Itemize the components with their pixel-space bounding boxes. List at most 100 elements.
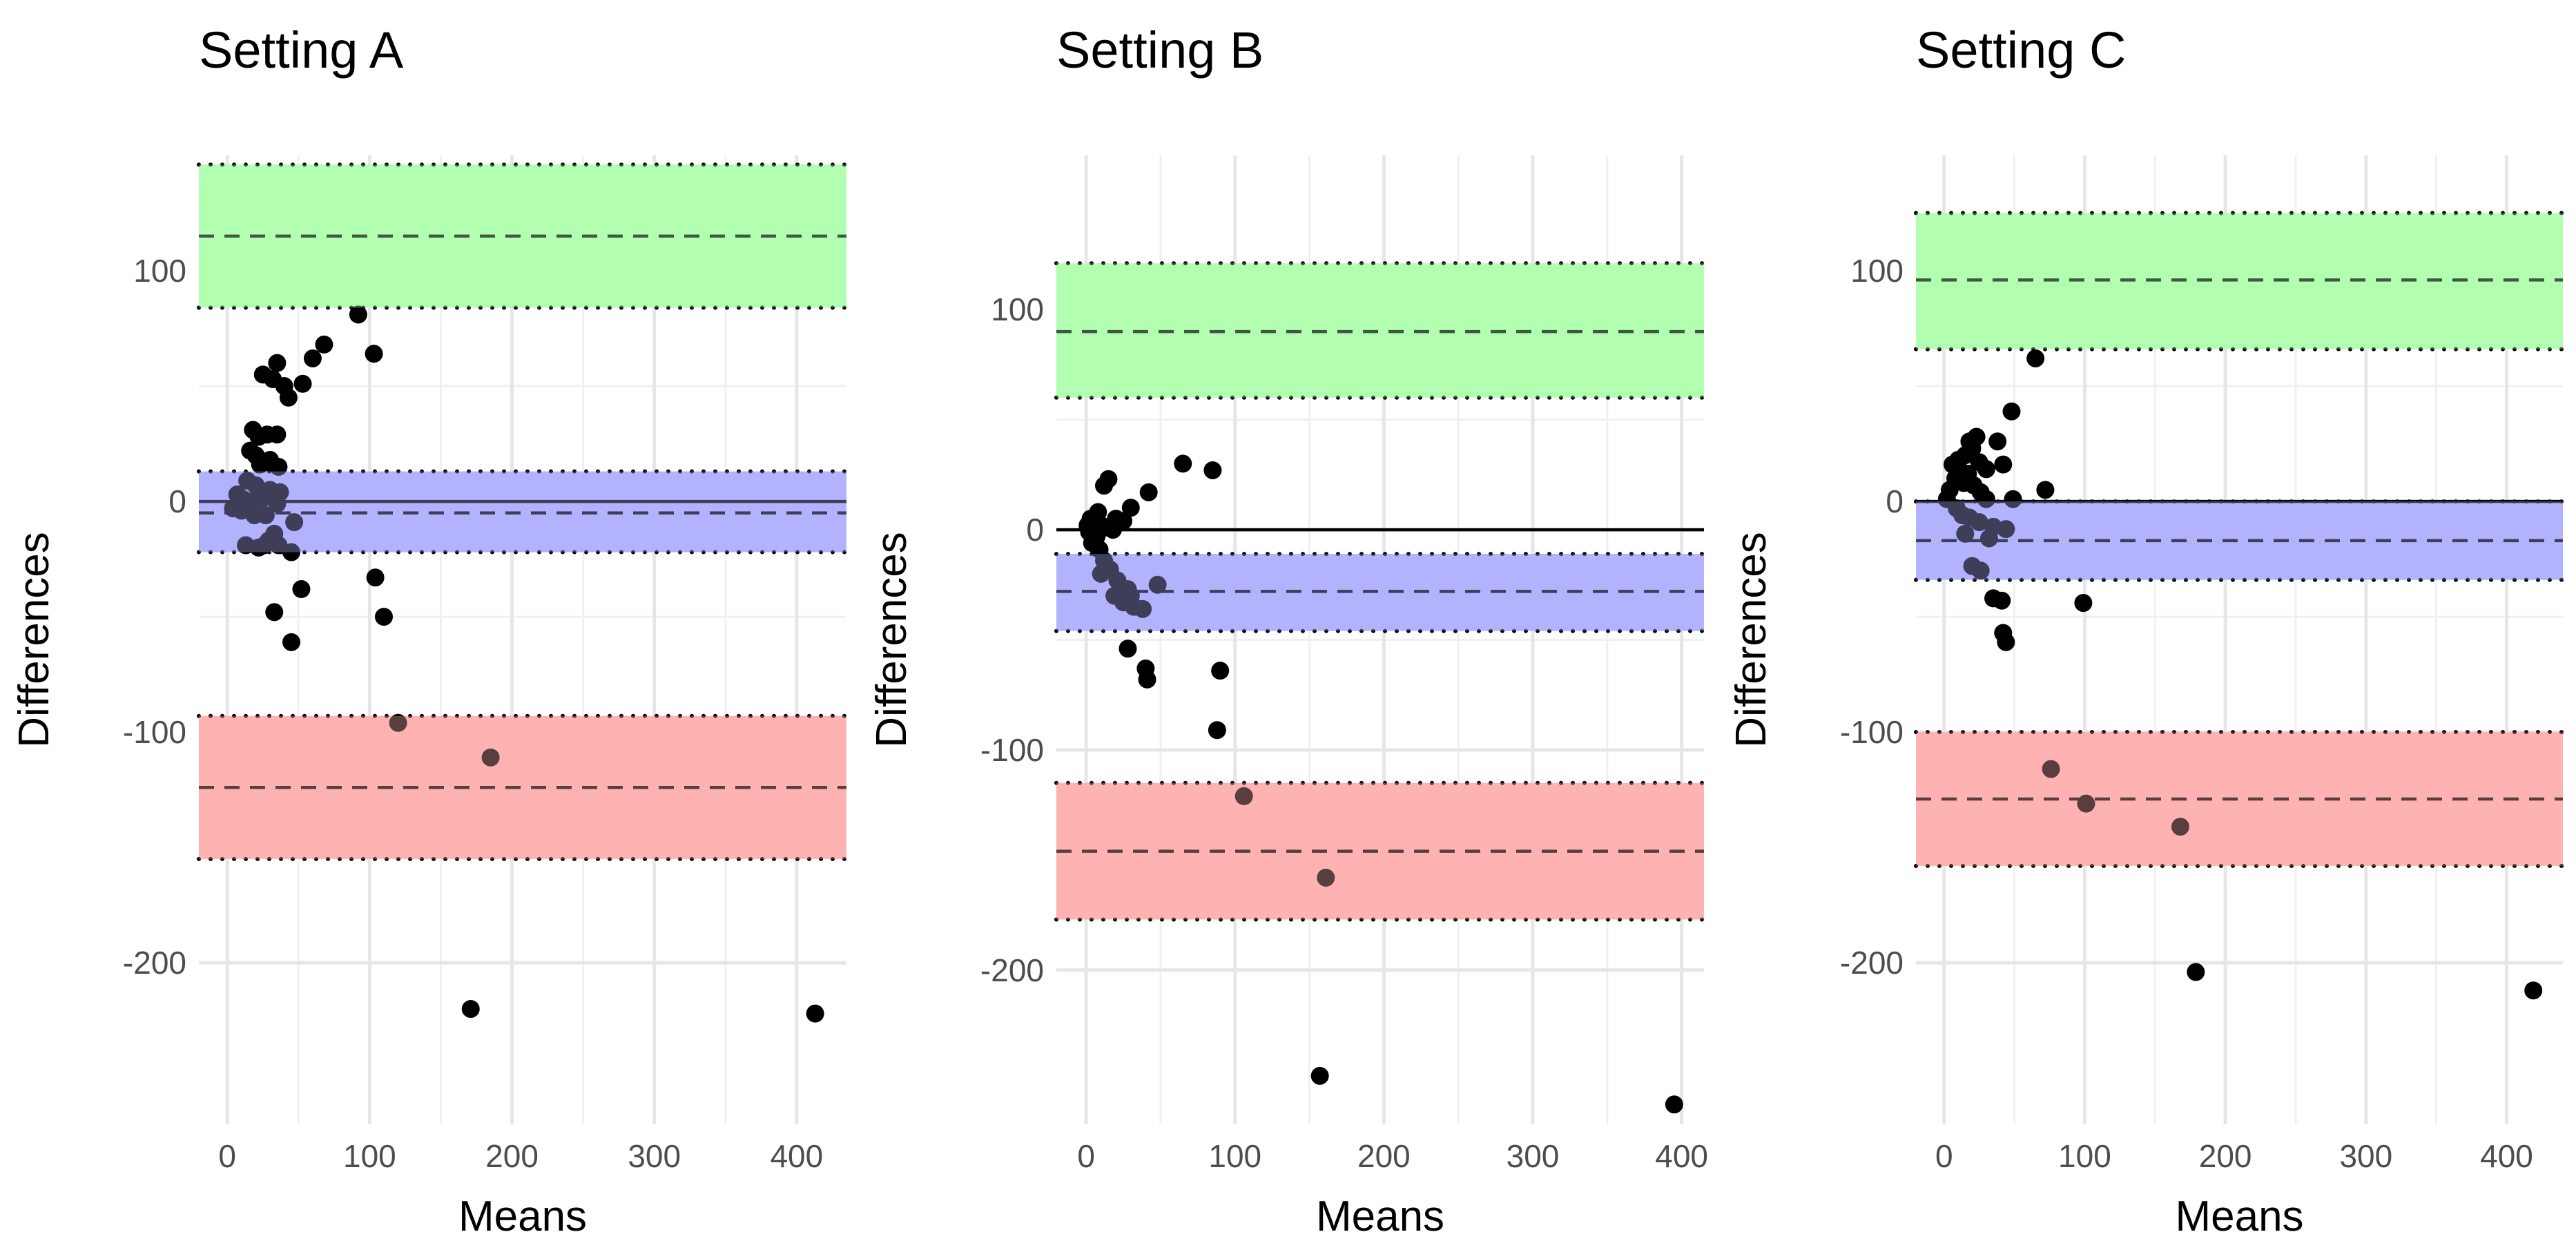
data-point xyxy=(1665,1095,1683,1114)
x-tick-label: 0 xyxy=(218,1138,236,1174)
data-point xyxy=(1092,564,1110,583)
y-tick-label: 0 xyxy=(1026,512,1044,548)
y-axis-label: Differences xyxy=(10,532,58,747)
data-point xyxy=(806,1004,824,1023)
data-point xyxy=(1997,520,2015,539)
data-point xyxy=(375,608,393,626)
x-tick-label: 300 xyxy=(1507,1138,1560,1174)
band-overlay-upper xyxy=(1056,263,1704,398)
panel-setting-c: 0 100 200 300 400 -200 -100 0 100 Setting C Means D… xyxy=(1727,21,2565,1240)
data-point xyxy=(461,999,480,1018)
data-point xyxy=(293,374,312,393)
x-axis-label: Means xyxy=(458,1193,587,1240)
data-point xyxy=(1148,575,1167,594)
data-point xyxy=(279,388,298,407)
y-tick-label: -100 xyxy=(123,714,186,750)
band-overlay-bias xyxy=(1056,554,1704,631)
band-overlay-lower xyxy=(1916,732,2563,866)
y-tick-label: -100 xyxy=(1840,714,1904,750)
data-point xyxy=(1234,787,1253,805)
data-point xyxy=(282,543,300,561)
chart-title: Setting A xyxy=(199,21,404,79)
data-point xyxy=(1138,670,1156,689)
data-point xyxy=(1139,483,1158,501)
chart-title: Setting C xyxy=(1916,21,2126,79)
data-point xyxy=(265,603,284,622)
x-tick-label: 400 xyxy=(1655,1138,1708,1174)
x-tick-label: 200 xyxy=(2199,1138,2252,1174)
x-tick-label: 200 xyxy=(485,1138,539,1174)
data-point xyxy=(1994,455,2013,474)
data-point xyxy=(1134,599,1152,618)
data-point xyxy=(315,335,333,354)
data-point xyxy=(246,476,265,494)
data-point xyxy=(268,354,287,372)
data-point xyxy=(256,506,275,525)
band-overlay-lower xyxy=(199,715,846,859)
y-axis-label: Differences xyxy=(868,532,916,747)
x-tick-label: 0 xyxy=(1935,1138,1953,1174)
panel-setting-a: 0 100 200 300 400 -200 -100 0 100 Setting A Means D… xyxy=(10,21,849,1240)
data-point xyxy=(2171,818,2189,836)
y-tick-label: 100 xyxy=(1850,253,1904,289)
x-tick-label: 200 xyxy=(1357,1138,1411,1174)
x-tick-label: 300 xyxy=(2339,1138,2392,1174)
data-point xyxy=(264,370,282,389)
data-point xyxy=(1979,529,1998,548)
data-point xyxy=(1103,521,1122,539)
data-point xyxy=(1203,461,1222,479)
data-point xyxy=(282,633,300,651)
data-point xyxy=(1977,490,1995,508)
data-point xyxy=(1956,524,1975,543)
data-point xyxy=(285,513,304,532)
x-axis-label: Means xyxy=(1316,1193,1444,1240)
data-point xyxy=(1121,499,1140,517)
x-tick-label: 400 xyxy=(2480,1138,2533,1174)
y-tick-label: -200 xyxy=(980,952,1044,988)
data-point xyxy=(1317,868,1335,887)
data-point xyxy=(303,349,322,367)
y-tick-label: 0 xyxy=(1886,483,1904,519)
band-overlay-upper xyxy=(1916,213,2563,349)
data-point xyxy=(2002,402,2021,421)
y-tick-label: -100 xyxy=(980,732,1044,768)
x-tick-label: 400 xyxy=(770,1138,823,1174)
band-overlay-lower xyxy=(1056,782,1704,920)
data-point xyxy=(1118,639,1137,658)
data-point xyxy=(2524,981,2543,1000)
data-point xyxy=(366,568,385,587)
data-point xyxy=(1174,454,1192,473)
data-point xyxy=(1208,721,1226,740)
x-tick-label: 300 xyxy=(628,1138,681,1174)
panel-setting-b: 0 100 200 300 400 -200 -100 0 100 Setting B Means D… xyxy=(868,21,1708,1240)
band-overlay-bias xyxy=(199,471,846,552)
data-point xyxy=(1977,460,1995,479)
data-point xyxy=(1970,513,1988,532)
data-point xyxy=(1988,432,2007,451)
data-point xyxy=(1121,586,1140,605)
x-tick-label: 0 xyxy=(1077,1138,1095,1174)
data-point xyxy=(2004,490,2022,508)
data-point xyxy=(268,425,287,444)
data-point xyxy=(1993,591,2011,610)
x-tick-label: 100 xyxy=(343,1138,396,1174)
x-axis-label: Means xyxy=(2175,1193,2303,1240)
data-point xyxy=(389,713,407,732)
data-point xyxy=(1997,633,2015,651)
data-point xyxy=(1310,1066,1329,1085)
data-point xyxy=(252,490,271,508)
y-tick-label: 100 xyxy=(133,253,186,289)
chart-title: Setting B xyxy=(1056,21,1263,79)
y-tick-label: 0 xyxy=(168,483,186,519)
data-point xyxy=(349,305,367,324)
x-tick-label: 100 xyxy=(1208,1138,1261,1174)
y-tick-label: -200 xyxy=(123,945,186,981)
y-tick-label: -200 xyxy=(1840,945,1904,981)
y-axis-label: Differences xyxy=(1727,532,1775,747)
data-point xyxy=(2036,481,2055,499)
data-point xyxy=(237,536,255,555)
data-point xyxy=(1095,477,1114,495)
data-point xyxy=(2077,794,2095,813)
data-point xyxy=(292,580,311,599)
